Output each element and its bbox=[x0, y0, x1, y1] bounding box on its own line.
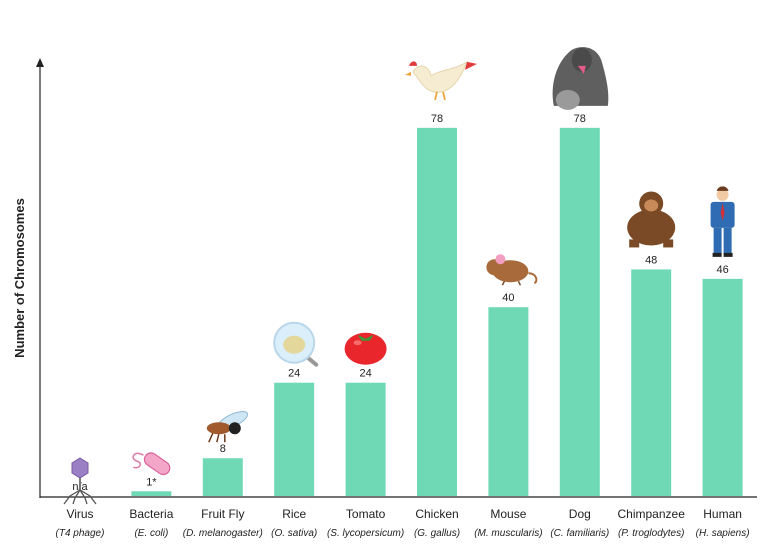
bacteria-icon bbox=[132, 452, 171, 476]
bar-value-label: 78 bbox=[574, 113, 586, 125]
bar-dog bbox=[559, 127, 600, 496]
fly-icon bbox=[206, 411, 249, 443]
category-label: Tomato bbox=[346, 507, 386, 521]
category-label: Chimpanzee bbox=[618, 507, 686, 521]
bar-chimpanzee bbox=[631, 269, 672, 496]
bar-bacteria bbox=[131, 491, 172, 496]
bar-value-label: 78 bbox=[431, 113, 443, 125]
category-label: Human bbox=[703, 507, 742, 521]
category-label: Rice bbox=[282, 507, 306, 521]
bar-value-label: 8 bbox=[220, 443, 226, 455]
category-label: Dog bbox=[569, 507, 591, 521]
bar-tomato bbox=[345, 382, 386, 496]
human-icon bbox=[710, 186, 735, 257]
rice-icon bbox=[273, 321, 319, 367]
virus-icon bbox=[63, 457, 97, 505]
tomato-icon bbox=[344, 332, 387, 365]
bar-value-label: 40 bbox=[502, 292, 514, 304]
y-axis-arrow bbox=[36, 58, 44, 67]
bar-value-label: 48 bbox=[645, 254, 657, 266]
scientific-name-label: (P. troglodytes) bbox=[618, 528, 685, 539]
category-label: Bacteria bbox=[129, 507, 173, 521]
bar-mouse bbox=[488, 307, 529, 496]
chimpanzee-icon bbox=[627, 191, 676, 248]
category-label: Virus bbox=[66, 507, 93, 521]
y-axis-label: Number of Chromosomes bbox=[12, 198, 27, 358]
scientific-name-label: (E. coli) bbox=[134, 528, 168, 539]
scientific-name-label: (T4 phage) bbox=[56, 528, 105, 539]
category-label: Mouse bbox=[490, 507, 526, 521]
bar-value-label: 24 bbox=[359, 368, 371, 380]
bar-fruit-fly bbox=[202, 458, 243, 496]
bar-human bbox=[702, 278, 743, 496]
bar-chicken bbox=[417, 127, 457, 496]
bar-value-label: 24 bbox=[288, 368, 300, 380]
bar-value-label: 46 bbox=[716, 264, 728, 276]
bar-value-label: 1* bbox=[146, 476, 157, 488]
mouse-icon bbox=[486, 254, 538, 286]
scientific-name-label: (M. muscularis) bbox=[474, 528, 542, 539]
labels-group: n/aVirus(T4 phage)1*Bacteria(E. coli)8Fr… bbox=[56, 113, 750, 539]
dog-icon bbox=[552, 47, 609, 110]
scientific-name-label: (D. melanogaster) bbox=[183, 528, 263, 539]
bar-rice bbox=[274, 382, 315, 496]
scientific-name-label: (H. sapiens) bbox=[696, 528, 750, 539]
chicken-icon bbox=[405, 60, 477, 101]
scientific-name-label: (G. gallus) bbox=[414, 528, 460, 539]
scientific-name-label: (S. lycopersicum) bbox=[327, 528, 404, 539]
scientific-name-label: (O. sativa) bbox=[271, 528, 317, 539]
icons-group bbox=[63, 47, 735, 505]
scientific-name-label: (C. familiaris) bbox=[550, 528, 609, 539]
bars-group bbox=[131, 127, 743, 496]
category-label: Chicken bbox=[415, 507, 458, 521]
category-label: Fruit Fly bbox=[201, 507, 244, 521]
